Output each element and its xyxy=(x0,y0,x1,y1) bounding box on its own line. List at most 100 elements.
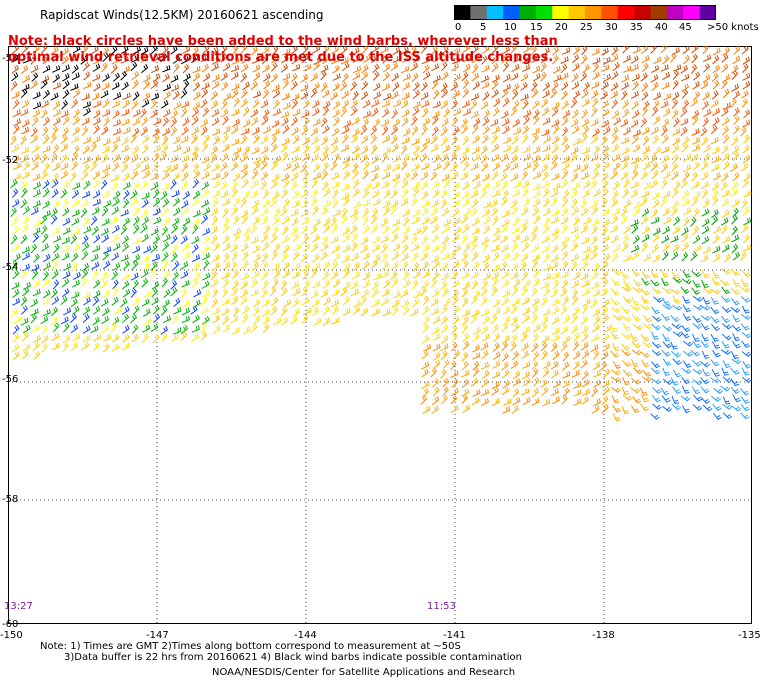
wind-barb xyxy=(441,173,450,182)
wind-barb xyxy=(702,117,709,128)
wind-barb xyxy=(721,268,732,275)
wind-barb xyxy=(501,369,510,379)
wind-barb xyxy=(242,190,251,200)
wind-barb xyxy=(362,207,370,218)
wind-barb xyxy=(61,127,69,137)
wind-barb xyxy=(732,333,740,342)
wind-barb xyxy=(651,81,659,91)
wind-barb xyxy=(721,367,729,376)
wind-barb xyxy=(722,403,733,410)
wind-barb xyxy=(741,46,749,55)
wind-barb xyxy=(332,252,341,262)
wind-barb xyxy=(453,107,462,116)
wind-barb xyxy=(511,90,519,100)
wind-barb xyxy=(502,190,509,200)
wind-barb xyxy=(191,236,200,245)
wind-barb xyxy=(450,394,458,405)
wind-barb xyxy=(662,325,673,332)
wind-barb xyxy=(681,143,689,153)
wind-barb xyxy=(20,146,30,155)
wind-barb xyxy=(620,271,630,279)
wind-barb xyxy=(332,209,341,217)
wind-barb xyxy=(310,268,318,278)
wind-barb xyxy=(630,119,639,128)
wind-barb xyxy=(310,196,318,207)
wind-barb xyxy=(41,243,50,252)
wind-barb xyxy=(572,137,582,146)
wind-barb xyxy=(101,234,110,243)
wind-barb xyxy=(663,216,672,225)
wind-barb xyxy=(201,227,211,236)
wind-barb xyxy=(630,181,640,189)
wind-barb xyxy=(241,127,250,136)
wind-barb xyxy=(342,62,350,72)
wind-barb xyxy=(81,117,90,126)
wind-barb xyxy=(542,188,550,198)
wind-barb xyxy=(252,64,261,73)
wind-barb xyxy=(653,296,663,303)
wind-barb xyxy=(561,250,569,261)
wind-barb xyxy=(152,53,161,63)
wind-barb xyxy=(412,81,420,92)
wind-barb xyxy=(252,298,261,308)
wind-barb xyxy=(11,91,20,99)
wind-barb xyxy=(370,172,379,182)
wind-barb xyxy=(471,146,480,155)
wind-barb xyxy=(511,205,518,215)
wind-barb xyxy=(401,252,409,262)
wind-barb xyxy=(720,385,731,392)
wind-barb xyxy=(313,57,322,65)
wind-barb xyxy=(681,241,690,252)
wind-barb xyxy=(602,161,610,171)
wind-barb xyxy=(451,135,458,146)
wind-barb xyxy=(102,52,110,63)
wind-barb xyxy=(201,181,210,190)
wind-barb xyxy=(710,124,718,135)
wind-barb xyxy=(551,233,559,243)
wind-barb xyxy=(510,154,519,164)
wind-barb xyxy=(153,133,160,144)
wind-barb xyxy=(652,134,659,145)
wind-barb xyxy=(602,179,609,190)
wind-barb xyxy=(221,315,230,325)
wind-barb xyxy=(652,199,660,209)
wind-barb xyxy=(540,62,547,73)
wind-barb xyxy=(291,145,300,154)
wind-barb xyxy=(632,396,642,404)
wind-barb xyxy=(300,315,309,324)
wind-barb xyxy=(470,271,479,279)
wind-barb xyxy=(10,207,17,217)
wind-barb xyxy=(621,343,631,351)
wind-barb xyxy=(82,291,91,299)
wind-barb xyxy=(20,108,29,117)
wind-barb xyxy=(492,351,501,360)
wind-barb xyxy=(92,342,100,352)
wind-barb xyxy=(371,299,380,307)
wind-barb xyxy=(92,316,100,326)
wind-barb xyxy=(210,100,219,110)
wind-barb xyxy=(520,261,527,272)
wind-barb xyxy=(413,53,420,64)
wind-barb xyxy=(363,182,372,191)
wind-barb xyxy=(371,99,380,108)
wind-barb xyxy=(350,208,359,218)
wind-barb xyxy=(493,332,501,343)
wind-barb xyxy=(673,181,681,191)
wind-barb xyxy=(650,46,657,54)
wind-barb xyxy=(501,118,510,127)
wind-barb xyxy=(421,270,430,279)
wind-barb xyxy=(71,151,79,162)
wind-barb xyxy=(183,80,190,90)
wind-barb xyxy=(461,190,470,199)
wind-barb xyxy=(331,305,339,315)
wind-barb xyxy=(612,244,621,253)
wind-barb xyxy=(461,378,469,388)
wind-barb xyxy=(453,226,462,235)
wind-barb xyxy=(272,46,279,56)
wind-barb xyxy=(11,243,20,252)
wind-barb xyxy=(440,280,448,290)
wind-barb xyxy=(740,126,747,137)
wind-barb xyxy=(560,287,568,297)
wind-barb xyxy=(102,190,111,199)
wind-barb xyxy=(411,138,420,146)
